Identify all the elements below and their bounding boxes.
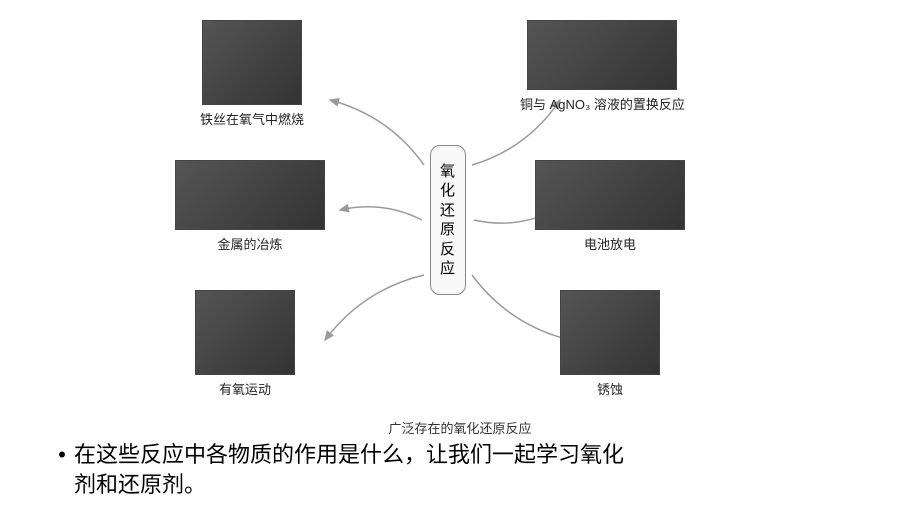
smelting-caption: 金属的冶炼 (175, 234, 325, 253)
item-rust: 锈蚀 (560, 290, 660, 398)
bullet-dot: • (50, 440, 74, 470)
item-iron-burn: 铁丝在氧气中燃烧 (200, 20, 304, 128)
aerobic-thumb (195, 290, 295, 375)
slide-bullet: •在这些反应中各物质的作用是什么，让我们一起学习氧化 剂和还原剂。 (50, 440, 880, 499)
item-cu-agno3: 铜与 AgNO₃ 溶液的置换反应 (520, 20, 685, 113)
battery-thumb (535, 160, 685, 230)
battery-caption: 电池放电 (535, 234, 685, 253)
cu-agno3-thumb (527, 20, 677, 90)
cu-agno3-caption: 铜与 AgNO₃ 溶液的置换反应 (520, 94, 685, 113)
rust-caption: 锈蚀 (560, 379, 660, 398)
item-battery: 电池放电 (535, 160, 685, 253)
iron-burn-thumb (202, 20, 302, 105)
center-label-box: 氧化还原反应 (430, 145, 466, 295)
diagram-bottom-caption: 广泛存在的氧化还原反应 (140, 418, 780, 437)
redox-diagram: 氧化还原反应 铁丝在氧气中燃烧金属的冶炼有氧运动 铜与 AgNO₃ 溶液的置换反应… (140, 10, 780, 440)
item-aerobic: 有氧运动 (195, 290, 295, 398)
smelting-thumb (175, 160, 325, 230)
iron-burn-caption: 铁丝在氧气中燃烧 (200, 109, 304, 128)
aerobic-caption: 有氧运动 (195, 379, 295, 398)
bullet-line-1: 在这些反应中各物质的作用是什么，让我们一起学习氧化 (74, 442, 624, 467)
item-smelting: 金属的冶炼 (175, 160, 325, 253)
bullet-line-2: 剂和还原剂。 (74, 472, 206, 497)
rust-thumb (560, 290, 660, 375)
